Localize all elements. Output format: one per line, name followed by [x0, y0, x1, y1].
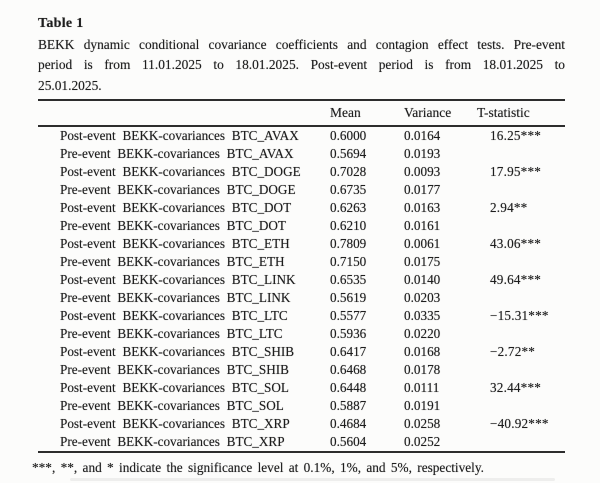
row-label: Post-event BEKK-covariances BTC_SHIB	[60, 344, 295, 360]
cell-variance: 0.0177	[404, 182, 441, 198]
row-label: Post-event BEKK-covariances BTC_LTC	[60, 308, 288, 324]
table-row: Pre-event BEKK-covariances BTC_ETH 0.715…	[38, 253, 565, 271]
cell-mean: 0.5604	[330, 434, 367, 450]
cell-variance: 0.0220	[404, 326, 441, 342]
table-row: Post-event BEKK-covariances BTC_XRP 0.46…	[38, 415, 565, 433]
table-body: Post-event BEKK-covariances BTC_AVAX 0.6…	[38, 127, 565, 451]
cell-tstatistic: 16.25***	[490, 128, 542, 144]
table-row: Post-event BEKK-covariances BTC_DOT 0.62…	[38, 199, 565, 217]
row-label: Pre-event BEKK-covariances BTC_ETH	[60, 254, 285, 270]
cell-mean: 0.7809	[330, 236, 367, 252]
cell-variance: 0.0203	[404, 290, 441, 306]
table-row: Pre-event BEKK-covariances BTC_LINK 0.56…	[38, 289, 565, 307]
row-label: Pre-event BEKK-covariances BTC_AVAX	[60, 146, 294, 162]
cell-mean: 0.7150	[330, 254, 367, 270]
cell-variance: 0.0164	[404, 128, 441, 144]
table-toprule	[38, 99, 565, 102]
cell-mean: 0.5619	[330, 290, 367, 306]
table-row: Post-event BEKK-covariances BTC_ETH 0.78…	[38, 235, 565, 253]
cell-variance: 0.0175	[404, 254, 441, 270]
cell-mean: 0.5694	[330, 146, 367, 162]
cell-mean: 0.6263	[330, 200, 367, 216]
cell-variance: 0.0258	[404, 416, 441, 432]
cell-mean: 0.7028	[330, 164, 367, 180]
table-row: Post-event BEKK-covariances BTC_AVAX 0.6…	[38, 127, 565, 145]
cell-variance: 0.0191	[404, 398, 441, 414]
table-midrule	[38, 125, 565, 128]
row-label: Post-event BEKK-covariances BTC_DOGE	[60, 164, 301, 180]
column-header-mean: Mean	[330, 105, 361, 121]
paper-table-block: Table 1 BEKK dynamic conditional covaria…	[32, 16, 565, 476]
table-row: Post-event BEKK-covariances BTC_DOGE 0.7…	[38, 163, 565, 181]
row-label: Post-event BEKK-covariances BTC_AVAX	[60, 128, 299, 144]
cell-mean: 0.5936	[330, 326, 367, 342]
cell-tstatistic: 17.95***	[490, 164, 542, 180]
row-label: Pre-event BEKK-covariances BTC_LINK	[60, 290, 291, 306]
cell-mean: 0.6735	[330, 182, 367, 198]
cell-mean: 0.5577	[330, 308, 367, 324]
cell-tstatistic: 43.06***	[490, 236, 542, 252]
cell-variance: 0.0168	[404, 344, 441, 360]
cell-tstatistic: 2.94**	[490, 200, 528, 216]
cell-mean: 0.6000	[330, 128, 367, 144]
cell-variance: 0.0161	[404, 218, 441, 234]
cell-mean: 0.4684	[330, 416, 367, 432]
significance-footnote: ***, **, and * indicate the significance…	[32, 460, 484, 476]
cell-variance: 0.0163	[404, 200, 441, 216]
table-header-row: Mean Variance T-statistic	[38, 101, 565, 125]
column-header-tstatistic: T-statistic	[477, 105, 530, 121]
table-title: Table 1	[38, 16, 84, 31]
row-label: Post-event BEKK-covariances BTC_XRP	[60, 416, 290, 432]
scan-artifact	[70, 478, 555, 481]
cell-tstatistic: −40.92***	[490, 416, 549, 432]
table-row: Pre-event BEKK-covariances BTC_AVAX 0.56…	[38, 145, 565, 163]
cell-variance: 0.0061	[404, 236, 441, 252]
table-row: Post-event BEKK-covariances BTC_SOL 0.64…	[38, 379, 565, 397]
cell-mean: 0.6210	[330, 218, 367, 234]
row-label: Pre-event BEKK-covariances BTC_DOT	[60, 218, 286, 234]
row-label: Pre-event BEKK-covariances BTC_LTC	[60, 326, 283, 342]
row-label: Post-event BEKK-covariances BTC_LINK	[60, 272, 296, 288]
table-row: Pre-event BEKK-covariances BTC_LTC 0.593…	[38, 325, 565, 343]
cell-variance: 0.0111	[404, 380, 440, 396]
table-row: Pre-event BEKK-covariances BTC_DOGE 0.67…	[38, 181, 565, 199]
table-caption: BEKK dynamic conditional covariance coef…	[38, 35, 565, 96]
row-label: Post-event BEKK-covariances BTC_SOL	[60, 380, 289, 396]
table-row: Pre-event BEKK-covariances BTC_XRP 0.560…	[38, 433, 565, 451]
caption-line-2: period is from 11.01.2025 to 18.01.2025.…	[38, 57, 565, 73]
table-row: Post-event BEKK-covariances BTC_SHIB 0.6…	[38, 343, 565, 361]
cell-tstatistic: −15.31***	[490, 308, 549, 324]
row-label: Pre-event BEKK-covariances BTC_SHIB	[60, 362, 289, 378]
cell-tstatistic: 49.64***	[490, 272, 542, 288]
row-label: Pre-event BEKK-covariances BTC_DOGE	[60, 182, 296, 198]
row-label: Post-event BEKK-covariances BTC_ETH	[60, 236, 290, 252]
table-row: Pre-event BEKK-covariances BTC_DOT 0.621…	[38, 217, 565, 235]
cell-variance: 0.0178	[404, 362, 441, 378]
cell-mean: 0.6417	[330, 344, 367, 360]
table-row: Pre-event BEKK-covariances BTC_SHIB 0.64…	[38, 361, 565, 379]
table-row: Pre-event BEKK-covariances BTC_SOL 0.588…	[38, 397, 565, 415]
cell-variance: 0.0193	[404, 146, 441, 162]
caption-line-3: 25.01.2025.	[38, 77, 102, 93]
cell-mean: 0.6448	[330, 380, 367, 396]
cell-variance: 0.0252	[404, 434, 441, 450]
row-label: Pre-event BEKK-covariances BTC_XRP	[60, 434, 285, 450]
column-header-variance: Variance	[404, 105, 452, 121]
caption-line-1: BEKK dynamic conditional covariance coef…	[38, 37, 565, 52]
cell-tstatistic: −2.72**	[490, 344, 536, 360]
cell-tstatistic: 32.44***	[490, 380, 542, 396]
cell-mean: 0.6468	[330, 362, 367, 378]
cell-variance: 0.0335	[404, 308, 441, 324]
table-bottomrule	[38, 451, 565, 454]
table-row: Post-event BEKK-covariances BTC_LTC 0.55…	[38, 307, 565, 325]
table-row: Post-event BEKK-covariances BTC_LINK 0.6…	[38, 271, 565, 289]
row-label: Pre-event BEKK-covariances BTC_SOL	[60, 398, 284, 414]
row-label: Post-event BEKK-covariances BTC_DOT	[60, 200, 292, 216]
cell-variance: 0.0093	[404, 164, 441, 180]
cell-mean: 0.5887	[330, 398, 367, 414]
cell-mean: 0.6535	[330, 272, 367, 288]
cell-variance: 0.0140	[404, 272, 441, 288]
